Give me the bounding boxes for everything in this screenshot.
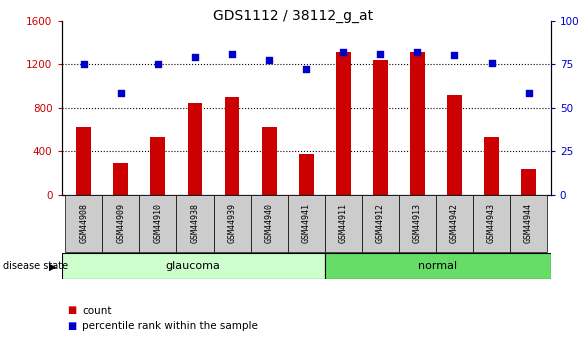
Text: GSM44912: GSM44912 [376,204,385,243]
Bar [399,195,436,252]
Text: ■: ■ [67,321,77,331]
Point [79,61,88,67]
Bar [362,195,399,252]
Text: disease state: disease state [3,262,68,271]
Text: GSM44909: GSM44909 [117,204,125,243]
Bar [325,253,551,279]
Bar [213,195,251,252]
Text: ▶: ▶ [49,262,56,271]
Bar [521,169,536,195]
Text: GSM44913: GSM44913 [413,204,422,243]
Bar [288,195,325,252]
Bar [336,52,350,195]
Bar [510,195,547,252]
Bar [188,104,202,195]
Text: normal: normal [418,261,458,271]
Bar [373,60,388,195]
Point [153,61,162,67]
Bar [139,195,176,252]
Text: GSM44911: GSM44911 [339,204,347,243]
Point [190,54,200,59]
Point [227,52,237,57]
Text: GSM44938: GSM44938 [190,204,199,243]
Text: count: count [82,306,111,315]
Text: GSM44908: GSM44908 [79,204,88,243]
Bar [410,52,425,195]
Bar [176,195,213,252]
Bar [151,137,165,195]
Bar [103,195,139,252]
Text: GSM44942: GSM44942 [450,204,459,243]
Point [376,52,385,57]
Point [413,50,422,55]
Text: GSM44944: GSM44944 [524,204,533,243]
Text: glaucoma: glaucoma [166,261,221,271]
Point [524,90,533,95]
Text: percentile rank within the sample: percentile rank within the sample [82,321,258,331]
Bar [251,195,288,252]
Point [264,58,274,63]
Text: GSM44941: GSM44941 [302,204,311,243]
Text: GSM44943: GSM44943 [487,204,496,243]
Bar [262,127,277,195]
Text: GSM44910: GSM44910 [154,204,162,243]
Point [487,60,496,66]
Bar [114,163,128,195]
Text: GDS1112 / 38112_g_at: GDS1112 / 38112_g_at [213,9,373,23]
Text: ■: ■ [67,306,77,315]
Point [450,52,459,58]
Bar [447,95,462,195]
Bar [65,195,103,252]
Text: GSM44940: GSM44940 [265,204,274,243]
Bar [325,195,362,252]
Bar [436,195,473,252]
Bar [484,137,499,195]
Point [116,90,125,95]
Bar [62,253,325,279]
Point [301,66,311,71]
Bar [299,154,314,195]
Bar [224,97,240,195]
Bar [473,195,510,252]
Text: GSM44939: GSM44939 [227,204,237,243]
Bar [76,127,91,195]
Point [339,50,348,55]
